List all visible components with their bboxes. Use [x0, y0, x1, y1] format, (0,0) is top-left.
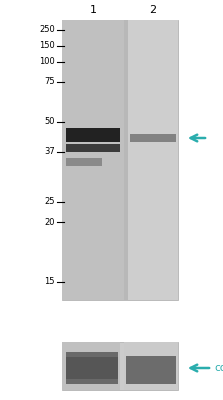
Bar	[62, 342, 120, 390]
Bar	[126, 356, 176, 384]
Bar	[124, 20, 128, 300]
Text: 75: 75	[44, 78, 55, 86]
Text: 150: 150	[39, 42, 55, 50]
Text: 37: 37	[44, 148, 55, 156]
Bar	[62, 20, 124, 300]
Bar	[66, 158, 102, 166]
Text: 250: 250	[39, 26, 55, 34]
Text: 15: 15	[45, 278, 55, 286]
Text: control: control	[214, 363, 223, 373]
Text: 20: 20	[45, 218, 55, 226]
Bar	[62, 20, 178, 300]
Bar	[66, 352, 118, 384]
Bar	[66, 352, 118, 357]
Text: 25: 25	[45, 198, 55, 206]
Bar	[62, 342, 178, 390]
Bar	[66, 128, 120, 142]
Bar	[66, 379, 118, 384]
Bar	[128, 20, 178, 300]
Bar	[66, 144, 120, 152]
Text: 2: 2	[149, 5, 157, 15]
Text: 1: 1	[89, 5, 97, 15]
Text: 100: 100	[39, 58, 55, 66]
Bar	[124, 342, 178, 390]
Text: 50: 50	[45, 118, 55, 126]
Bar	[130, 134, 176, 142]
